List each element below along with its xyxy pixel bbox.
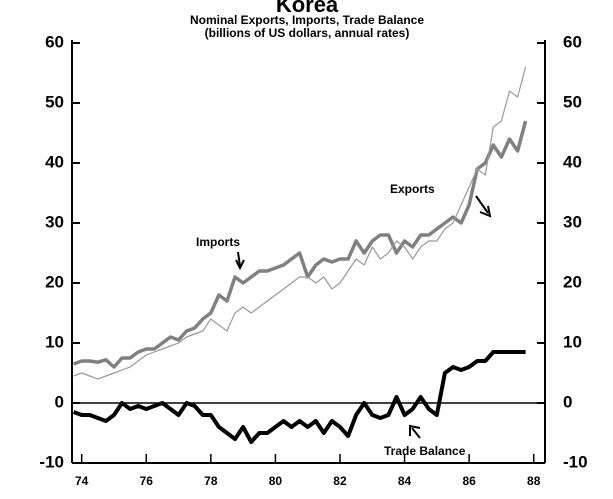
y2-tick-label: 0 — [563, 392, 572, 411]
y-tick-label: 40 — [45, 152, 64, 171]
y2-tick-label: 40 — [563, 152, 582, 171]
chart-subtitle: Nominal Exports, Imports, Trade Balance — [190, 13, 424, 27]
series-line — [72, 120, 528, 369]
annotation: Trade Balance — [384, 444, 466, 458]
y-tick-label: 20 — [45, 272, 64, 291]
annotation-arrow — [475, 195, 492, 218]
chart-subtitle: (billions of US dollars, annual rates) — [205, 26, 410, 40]
y-tick-label: 60 — [45, 32, 64, 51]
x-tick-label: 84 — [398, 474, 412, 488]
x-tick-label: 74 — [75, 474, 89, 488]
y2-tick-label: 50 — [563, 92, 582, 111]
y2-tick-label: -10 — [563, 452, 588, 471]
y2-tick-label: 20 — [563, 272, 582, 291]
series-line — [73, 66, 527, 380]
y-tick-label: 0 — [55, 392, 64, 411]
y-tick-label: 50 — [45, 92, 64, 111]
y2-tick-label: 60 — [563, 32, 582, 51]
y2-tick-label: 10 — [563, 332, 582, 351]
y-tick-label: 30 — [45, 212, 64, 231]
y2-tick-label: 30 — [563, 212, 582, 231]
annotation: Exports — [390, 182, 435, 196]
annotation: Imports — [196, 235, 240, 249]
x-tick-label: 82 — [333, 474, 347, 488]
y-tick-label: 10 — [45, 332, 64, 351]
x-tick-label: 80 — [269, 474, 283, 488]
x-tick-label: 86 — [462, 474, 476, 488]
x-tick-label: 76 — [140, 474, 154, 488]
annotation-arrow — [235, 251, 245, 271]
x-tick-label: 78 — [204, 474, 218, 488]
chart-title: Korea — [276, 0, 339, 17]
y-tick-label: -10 — [39, 452, 64, 471]
x-tick-label: 88 — [527, 474, 541, 488]
annotation-arrow — [409, 424, 421, 439]
series-line — [72, 350, 526, 444]
